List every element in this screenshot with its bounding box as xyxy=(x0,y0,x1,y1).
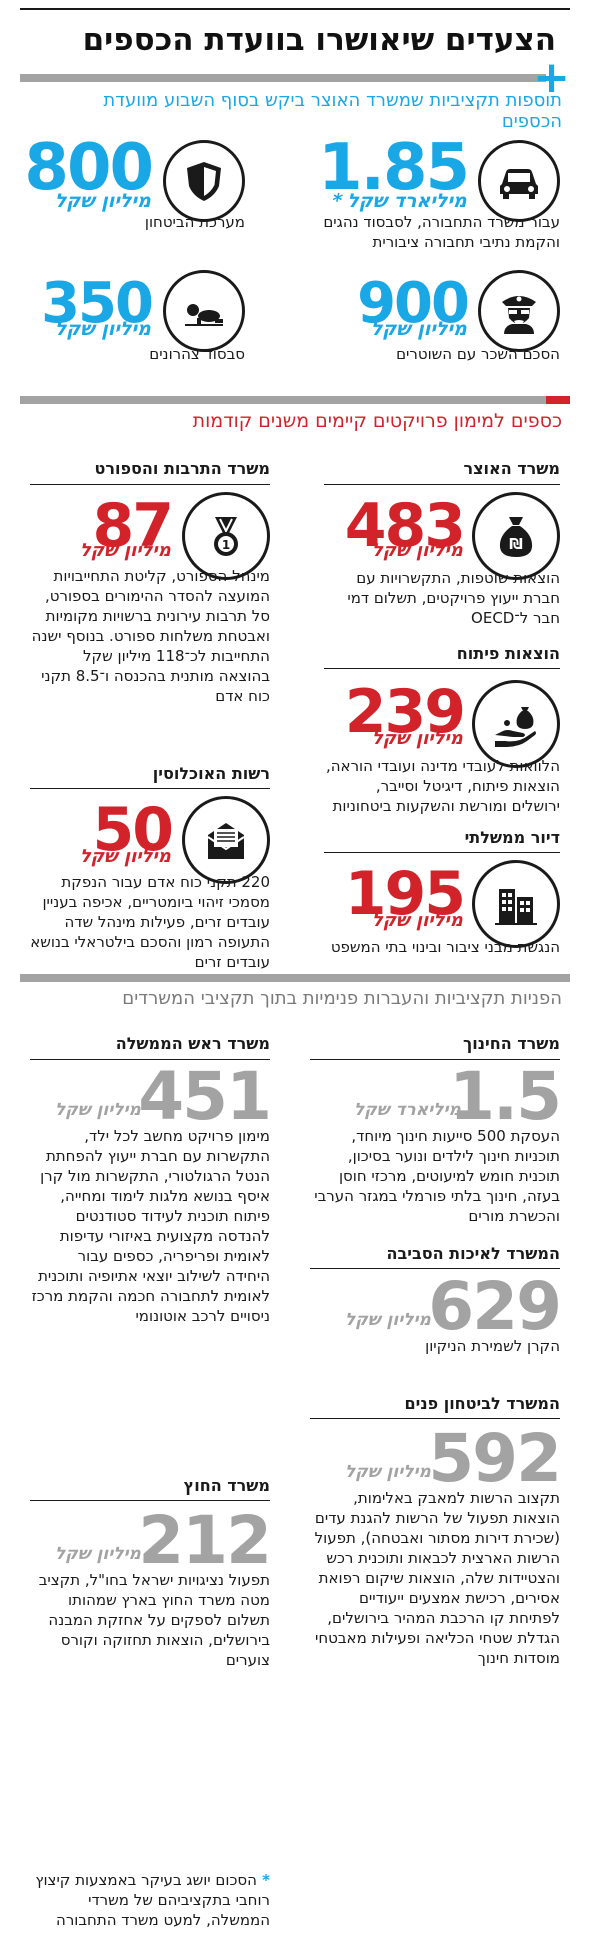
item-description: סבסוד צהרונים xyxy=(149,345,245,363)
section-underline xyxy=(30,484,270,485)
item-unit: מיליארד שקל * xyxy=(329,190,471,212)
item-description: עבור משרד התחבורה, לסבסוד נהגים והקמת נת… xyxy=(323,213,560,251)
footnote-asterisk: * xyxy=(256,1871,270,1889)
section3-heading: הפניות תקציביות והעברות פנימיות בתוך תקצ… xyxy=(122,988,562,1009)
item-unit: מיליון שקל xyxy=(53,1544,145,1564)
crawling-baby-icon xyxy=(163,270,245,352)
item-description: תפעול נציגויות ישראל בחו"ל, תקציב מטה מש… xyxy=(38,1571,270,1669)
item-description: תקצוב הרשות למאבק באלימות, הוצאות תפעול … xyxy=(314,1489,560,1667)
footnote: * הסכום יושג בעיקר באמצעות קיצוץ רוחבי ב… xyxy=(30,1870,270,1930)
item-number: 212 xyxy=(138,1502,272,1579)
item-unit: מיליון שקל xyxy=(370,540,467,561)
item-unit: מיליארד שקל xyxy=(353,1100,465,1120)
item-description: העסקת 500 סייעות חינוך מיוחד, תוכניות חי… xyxy=(314,1127,560,1225)
section2-accent xyxy=(546,396,570,404)
section2-heading: כספים למימון פרויקטים קיימים משנים קודמו… xyxy=(192,410,562,432)
item-unit: מיליון שקל xyxy=(343,1462,435,1482)
section-label: משרד החוץ xyxy=(183,1476,270,1495)
section-label: משרד ראש הממשלה xyxy=(115,1034,270,1053)
police-officer-icon xyxy=(478,270,560,352)
page-title: הצעדים שיאושרו בוועדת הכספים xyxy=(82,22,556,58)
item-number: 451 xyxy=(138,1058,272,1135)
item-number: 1.5 xyxy=(449,1058,562,1135)
item-unit: מיליון שקל xyxy=(343,1310,435,1330)
section3-divider xyxy=(20,974,570,982)
item-description: הנגשת מבני ציבור ובינוי בתי המשפט xyxy=(330,938,560,956)
plus-icon: + xyxy=(533,52,570,103)
item-description: הלוואות לעובדי מדינה ועובדי הוראה, הוצאו… xyxy=(325,757,560,815)
section-label: משרד האוצר xyxy=(463,459,560,478)
item-description: 220 תקני כוח אדם עבור הנפקת מסמכי זיהוי … xyxy=(30,873,270,971)
item-number: 592 xyxy=(428,1420,562,1497)
section-underline xyxy=(310,1059,560,1060)
section-label: הוצאות פיתוח xyxy=(456,644,560,663)
item-number: 629 xyxy=(428,1268,562,1345)
item-number: 800 xyxy=(24,131,154,205)
medal-icon: 1 xyxy=(182,492,270,580)
item-number: 87 xyxy=(92,491,174,561)
item-unit: מיליון שקל xyxy=(53,318,155,340)
section1-heading: תוספות תקציביות שמשרד האוצר ביקש בסוף הש… xyxy=(103,90,562,132)
car-icon xyxy=(478,140,560,222)
section-label: דיור ממשלתי xyxy=(464,828,560,847)
section-underline xyxy=(310,1418,560,1419)
item-number: 483 xyxy=(344,491,466,561)
title-top-rule xyxy=(20,8,570,10)
item-unit: מיליון שקל xyxy=(369,318,471,340)
shield-icon xyxy=(163,140,245,222)
hand-coin-bag-icon xyxy=(472,680,560,768)
item-description: הוצאות שוטפות, התקשרויות עם חברת ייעוץ פ… xyxy=(347,569,560,627)
item-unit: מיליון שקל xyxy=(53,190,155,212)
section-underline xyxy=(30,1500,270,1501)
item-unit: מיליון שקל xyxy=(370,728,467,749)
item-number: 1.85 xyxy=(318,131,470,205)
section-underline xyxy=(310,1268,560,1269)
item-description: מערכת הביטחון xyxy=(144,213,245,231)
money-bag-icon: ₪ xyxy=(472,492,560,580)
item-description: הקרן לשמירת הניקיון xyxy=(425,1337,560,1355)
item-description: מינהל הספורט, קליטת התחייבויות המועצה לה… xyxy=(31,567,270,705)
item-unit: מיליון שקל xyxy=(78,846,175,867)
item-number: 239 xyxy=(344,677,466,747)
item-description: הסכם השכר עם השוטרים xyxy=(396,345,560,363)
svg-text:1: 1 xyxy=(222,538,230,552)
section-underline xyxy=(324,484,560,485)
item-number: 50 xyxy=(92,795,174,865)
section-label: המשרד לביטחון פנים xyxy=(404,1394,561,1413)
section-underline xyxy=(324,668,560,669)
item-number: 195 xyxy=(344,859,466,929)
item-unit: מיליון שקל xyxy=(53,1100,145,1120)
svg-text:₪: ₪ xyxy=(509,535,523,553)
section2-divider xyxy=(20,396,546,404)
section-label: רשות האוכלוסין xyxy=(152,764,270,783)
envelope-icon xyxy=(182,796,270,884)
footnote-text: הסכום יושג בעיקר באמצעות קיצוץ רוחבי בתק… xyxy=(35,1871,270,1929)
section-underline xyxy=(30,1059,270,1060)
item-number: 900 xyxy=(357,271,470,336)
buildings-icon xyxy=(472,860,560,948)
item-description: מימון פרויקט מחשב לכל ילד, התקשרות עם חב… xyxy=(31,1127,270,1325)
item-number: 350 xyxy=(41,271,154,336)
section1-divider xyxy=(20,74,546,82)
section-label: המשרד לאיכות הסביבה xyxy=(386,1244,561,1263)
section-underline xyxy=(30,788,270,789)
item-unit: מיליון שקל xyxy=(370,910,467,931)
item-unit: מיליון שקל xyxy=(78,540,175,561)
section-label: משרד התרבות והספורט xyxy=(94,459,271,478)
section-label: משרד החינוך xyxy=(463,1034,560,1053)
section-underline xyxy=(324,852,560,853)
